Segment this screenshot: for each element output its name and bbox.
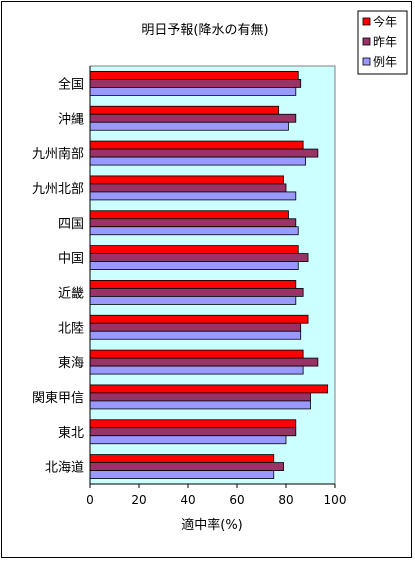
legend-swatch bbox=[362, 17, 371, 26]
bar-中国-今年 bbox=[89, 245, 299, 254]
category-label: 東北 bbox=[58, 425, 84, 441]
category-label: 四国 bbox=[58, 217, 84, 232]
category-label: 全国 bbox=[58, 76, 84, 92]
bar-東北-例年 bbox=[89, 435, 287, 445]
legend-label: 例年 bbox=[373, 55, 397, 69]
category-label: 沖縄 bbox=[58, 112, 84, 127]
legend-label: 今年 bbox=[373, 14, 397, 29]
bar-関東甲信-今年 bbox=[89, 384, 329, 394]
x-tick-label: 0 bbox=[86, 493, 94, 507]
bar-九州北部-今年 bbox=[89, 175, 284, 185]
x-tick-label: 60 bbox=[229, 493, 244, 507]
category-label: 北海道 bbox=[45, 461, 84, 476]
plot-area bbox=[89, 65, 336, 485]
bar-近畿-昨年 bbox=[89, 288, 304, 297]
bar-九州南部-今年 bbox=[89, 140, 304, 150]
bar-東北-今年 bbox=[89, 419, 297, 429]
bar-全国-今年 bbox=[89, 71, 299, 80]
category-label: 北陸 bbox=[58, 320, 84, 336]
bar-沖縄-今年 bbox=[89, 105, 280, 115]
x-tick-label: 40 bbox=[180, 493, 195, 507]
bar-九州南部-例年 bbox=[89, 156, 307, 166]
bar-全国-昨年 bbox=[89, 79, 302, 88]
bar-北陸-例年 bbox=[89, 330, 302, 340]
bar-沖縄-昨年 bbox=[89, 113, 297, 123]
legend-swatch bbox=[362, 37, 371, 46]
x-tick-label: 80 bbox=[278, 493, 293, 507]
category-label: 近畿 bbox=[58, 286, 84, 301]
legend-label: 昨年 bbox=[373, 35, 397, 49]
bar-四国-昨年 bbox=[89, 218, 297, 228]
x-axis-ticks: 0 20 40 60 80 100 bbox=[86, 484, 346, 507]
bar-中国-例年 bbox=[89, 261, 299, 270]
bar-北海道-昨年 bbox=[89, 462, 284, 471]
bar-北海道-例年 bbox=[89, 470, 275, 479]
bar-九州南部-昨年 bbox=[89, 148, 319, 158]
bar-東海-例年 bbox=[89, 365, 304, 375]
x-tick-label: 100 bbox=[324, 493, 347, 507]
bar-九州北部-昨年 bbox=[89, 183, 287, 193]
category-label: 東海 bbox=[58, 355, 84, 371]
legend-swatch bbox=[362, 57, 371, 66]
bar-北海道-今年 bbox=[89, 454, 275, 463]
bar-東海-昨年 bbox=[89, 357, 319, 367]
bar-関東甲信-昨年 bbox=[89, 392, 311, 402]
bar-東北-昨年 bbox=[89, 427, 297, 437]
bar-沖縄-例年 bbox=[89, 121, 289, 131]
bar-全国-例年 bbox=[89, 87, 297, 96]
bar-四国-今年 bbox=[89, 210, 289, 220]
bar-北陸-昨年 bbox=[89, 322, 302, 332]
bar-東海-今年 bbox=[89, 349, 304, 359]
category-label: 九州南部 bbox=[32, 146, 84, 162]
category-label: 中国 bbox=[58, 252, 84, 267]
bar-中国-昨年 bbox=[89, 253, 309, 262]
bar-関東甲信-例年 bbox=[89, 400, 311, 410]
bar-四国-例年 bbox=[89, 226, 299, 236]
chart-title: 明日予報(降水の有無) bbox=[141, 23, 268, 38]
x-tick-label: 20 bbox=[131, 493, 146, 507]
bar-近畿-例年 bbox=[89, 296, 297, 305]
x-axis-label: 適中率(%) bbox=[181, 517, 243, 533]
category-label: 九州北部 bbox=[32, 182, 84, 197]
category-label: 関東甲信 bbox=[32, 390, 84, 406]
bar-北陸-今年 bbox=[89, 314, 309, 324]
bar-近畿-今年 bbox=[89, 280, 297, 289]
bar-九州北部-例年 bbox=[89, 191, 297, 201]
